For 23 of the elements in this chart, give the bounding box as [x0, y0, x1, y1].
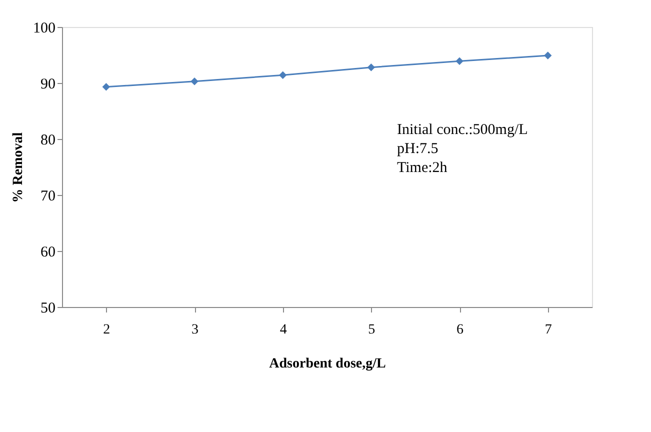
- point: [278, 71, 287, 80]
- x-tick-label: 3: [192, 322, 198, 338]
- point: [456, 57, 464, 66]
- x-tick-label: 4: [280, 322, 287, 338]
- y-tick-label: 80: [40, 132, 56, 148]
- y-tick-label: 50: [40, 300, 56, 316]
- x-axis-title: Adsorbent dose,g/L: [269, 356, 386, 372]
- point: [190, 77, 198, 86]
- annotation: pH:7.5: [397, 141, 438, 157]
- x-tick-label: 2: [103, 322, 110, 338]
- y-tick-label: 60: [40, 244, 56, 260]
- point: [544, 52, 552, 60]
- x-tick-label: 6: [456, 322, 464, 338]
- point: [102, 83, 110, 91]
- x-tick-label: 7: [544, 322, 552, 338]
- annotation: Time:2h: [397, 160, 448, 176]
- y-tick-label: 100: [33, 20, 56, 36]
- y-axis-title: % Removal: [11, 132, 26, 203]
- point: [367, 63, 376, 72]
- annotation: Initial conc.:500mg/L: [397, 122, 528, 138]
- y-tick-label: 70: [40, 188, 56, 204]
- y-tick-label: 90: [40, 76, 56, 92]
- x-tick-label: 5: [368, 322, 376, 338]
